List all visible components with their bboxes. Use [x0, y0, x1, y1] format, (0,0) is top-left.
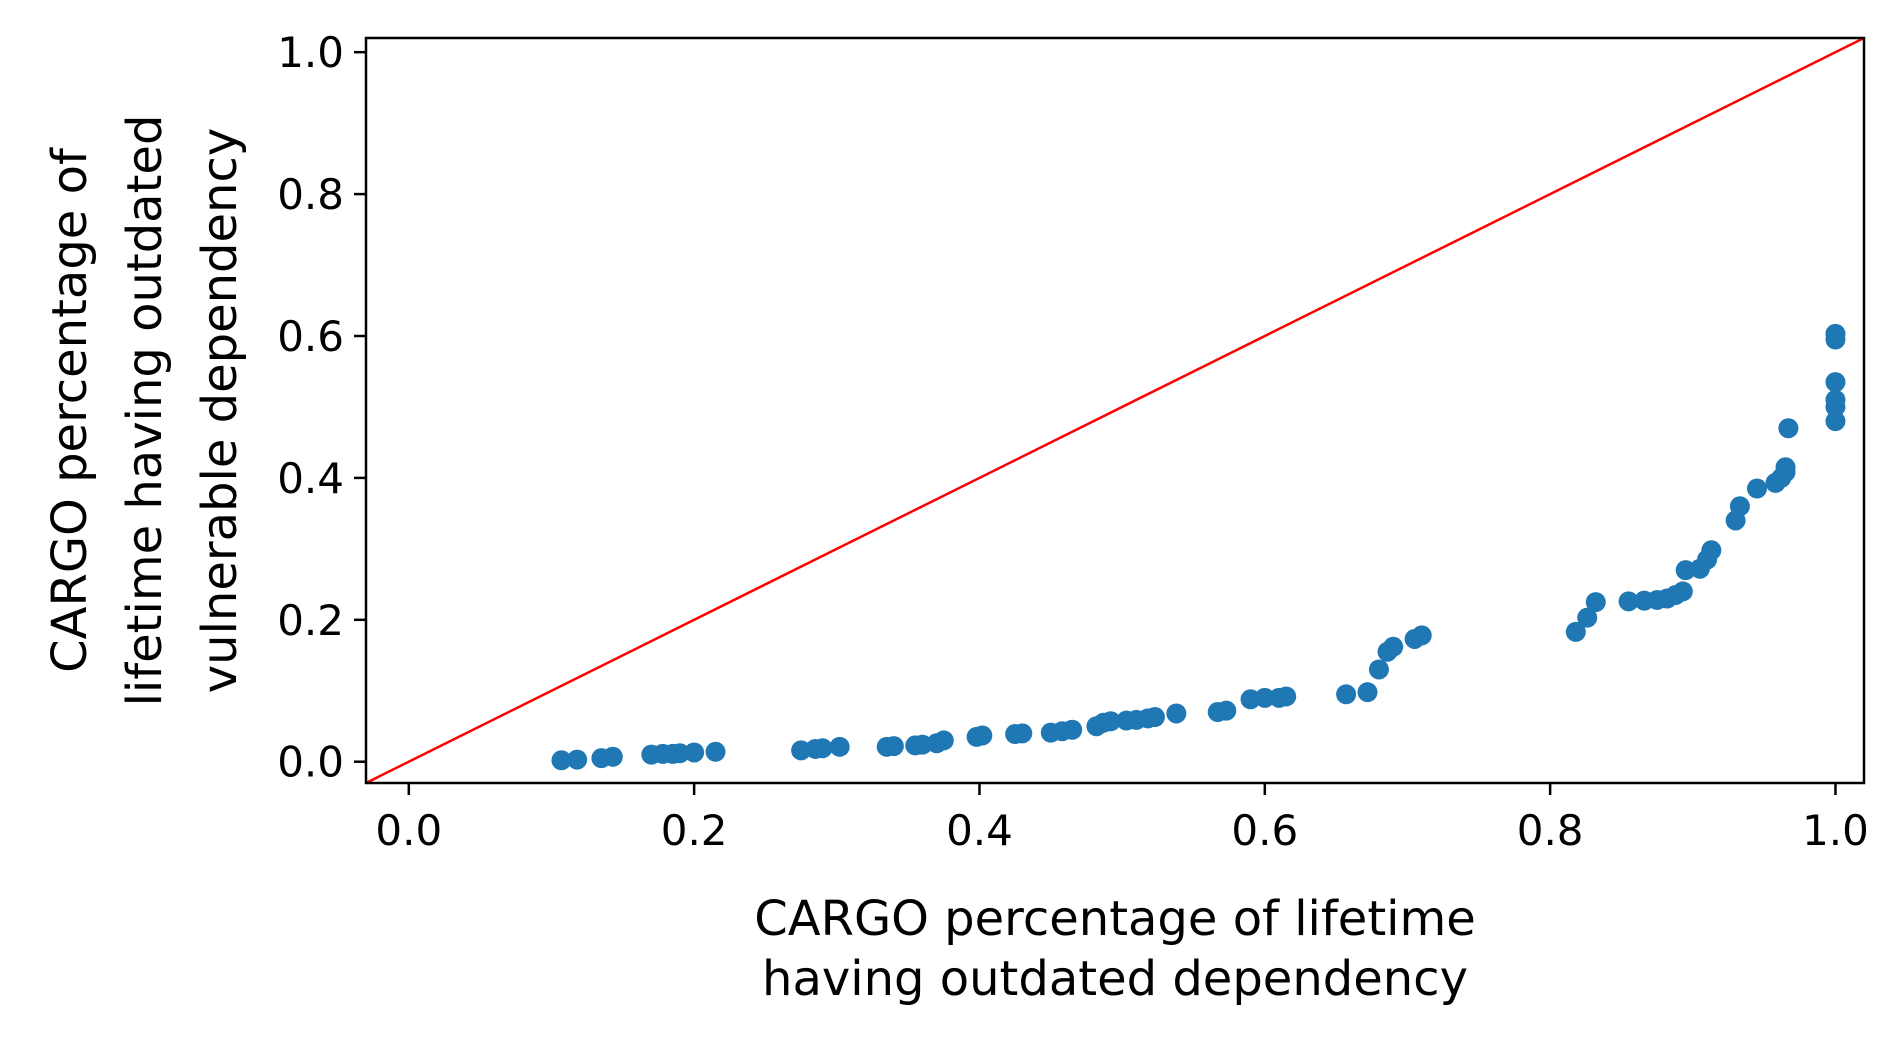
- data-point: [1778, 418, 1799, 439]
- x-axis: 0.0 0.2 0.4 0.6 0.8 1.0: [375, 783, 1869, 855]
- x-tick-label: 0.4: [946, 806, 1013, 855]
- data-point: [705, 741, 726, 762]
- reference-line-layer: [366, 38, 1864, 783]
- y-axis-label: CARGO percentage of lifetime having outda…: [42, 115, 248, 707]
- data-point: [684, 742, 705, 763]
- data-point: [829, 736, 850, 757]
- data-point: [567, 749, 588, 770]
- data-point: [1144, 707, 1165, 728]
- data-point: [933, 730, 954, 751]
- data-point: [551, 750, 572, 771]
- y-tick-label: 0.8: [277, 170, 344, 219]
- data-point: [1825, 411, 1846, 432]
- data-point: [1825, 323, 1846, 344]
- data-point: [1254, 687, 1275, 708]
- x-axis-label: CARGO percentage of lifetime having outda…: [754, 891, 1476, 1007]
- data-point: [1336, 684, 1357, 705]
- data-point: [1775, 457, 1796, 478]
- y-tick-label: 0.0: [277, 738, 344, 787]
- x-tick-label: 0.0: [375, 806, 442, 855]
- data-point: [1100, 711, 1121, 732]
- x-tick-label: 0.8: [1517, 806, 1584, 855]
- y-tick-label: 0.2: [277, 596, 344, 645]
- y-tick-label: 0.4: [277, 454, 344, 503]
- x-axis-label-line: having outdated dependency: [762, 951, 1468, 1007]
- data-point: [1672, 581, 1693, 602]
- data-point: [1585, 592, 1606, 613]
- x-axis-label-line: CARGO percentage of lifetime: [754, 891, 1476, 947]
- data-point: [1012, 723, 1033, 744]
- data-point: [602, 746, 623, 767]
- y-tick-label: 0.6: [277, 312, 344, 361]
- data-point: [1825, 389, 1846, 410]
- data-point: [972, 725, 993, 746]
- data-point: [1411, 625, 1432, 646]
- data-point: [812, 738, 833, 759]
- data-point: [669, 743, 690, 764]
- x-tick-label: 1.0: [1802, 806, 1869, 855]
- data-point: [1166, 703, 1187, 724]
- y-axis-label-line: vulnerable dependency: [192, 128, 248, 694]
- data-point: [883, 736, 904, 757]
- data-point: [1062, 719, 1083, 740]
- x-tick-label: 0.2: [661, 806, 728, 855]
- data-point: [1729, 496, 1750, 517]
- y-axis: 0.0 0.2 0.4 0.6 0.8 1.0: [277, 28, 366, 787]
- data-point: [1276, 686, 1297, 707]
- x-tick-label: 0.6: [1231, 806, 1298, 855]
- data-point: [1368, 659, 1389, 680]
- plot-frame: [364, 36, 1866, 785]
- y-axis-label-line: lifetime having outdated: [117, 115, 173, 707]
- data-point: [1383, 636, 1404, 657]
- data-point: [1825, 372, 1846, 393]
- data-point: [1701, 540, 1722, 561]
- points-layer: [551, 323, 1846, 771]
- y-tick-label: 1.0: [277, 28, 344, 77]
- reference-line: [366, 38, 1864, 783]
- data-point: [1565, 621, 1586, 642]
- data-point: [1357, 682, 1378, 703]
- data-point: [1618, 591, 1639, 612]
- y-axis-label-line: CARGO percentage of: [42, 147, 98, 673]
- data-point: [1747, 478, 1767, 499]
- data-point: [1216, 700, 1237, 721]
- data-point: [1577, 607, 1598, 628]
